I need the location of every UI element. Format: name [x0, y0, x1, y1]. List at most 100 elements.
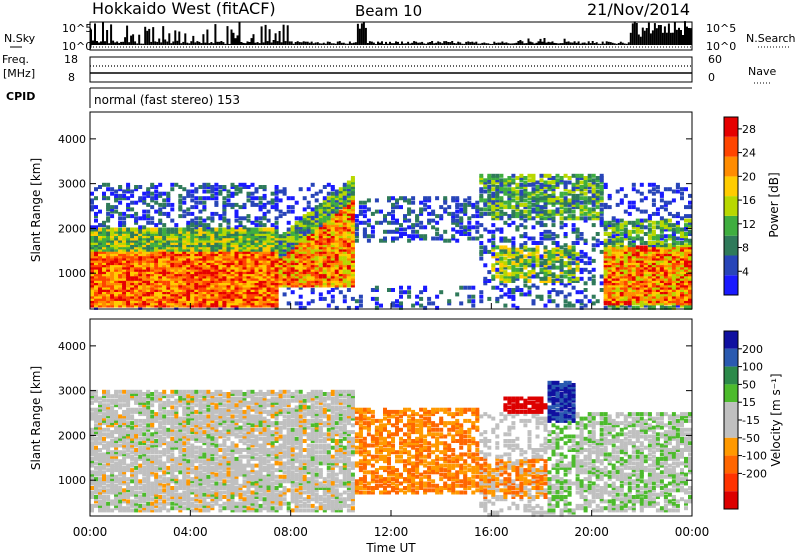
- power-cell: [579, 187, 584, 192]
- power-cell: [322, 218, 327, 223]
- power-cell: [555, 274, 560, 279]
- power-cell: [599, 191, 604, 196]
- power-cell: [142, 241, 147, 245]
- power-cell: [671, 252, 676, 257]
- power-cell: [403, 218, 407, 223]
- noise-bar: [274, 33, 277, 45]
- power-cell: [174, 256, 179, 261]
- power-cell: [603, 274, 608, 279]
- power-cell: [555, 290, 560, 295]
- noise-bar: [385, 41, 387, 45]
- power-cell: [166, 283, 171, 288]
- power-cell: [659, 234, 664, 239]
- power-cell: [298, 276, 303, 281]
- power-cell: [539, 191, 544, 196]
- power-cell: [310, 299, 315, 304]
- power-cell: [214, 279, 219, 283]
- power-cell: [407, 211, 412, 216]
- power-cell: [322, 252, 327, 257]
- power-cell: [150, 283, 155, 288]
- power-cell: [230, 236, 235, 241]
- power-cell: [467, 227, 472, 232]
- noise-bar: [272, 40, 275, 45]
- power-cell: [635, 227, 640, 232]
- power-cell: [210, 265, 215, 270]
- power-cell: [659, 281, 664, 286]
- power-cell: [671, 296, 676, 301]
- power-cell: [675, 249, 680, 254]
- power-cell: [651, 303, 656, 308]
- power-cell: [399, 290, 403, 295]
- power-cell: [210, 236, 215, 241]
- power-cell: [174, 265, 179, 270]
- power-cell: [270, 249, 275, 254]
- power-cell: [150, 296, 155, 301]
- power-cell: [302, 261, 307, 266]
- power-cell: [186, 290, 191, 295]
- noise-bar: [356, 23, 359, 45]
- power-cell: [503, 245, 508, 250]
- power-cell: [258, 252, 263, 257]
- power-cell: [282, 256, 287, 261]
- power-cell: [114, 279, 119, 283]
- power-cell: [555, 292, 560, 297]
- power-cell: [150, 272, 155, 277]
- power-cell: [362, 200, 367, 205]
- power-cell: [611, 294, 616, 299]
- power-cell: [515, 263, 520, 268]
- power-cell: [190, 281, 195, 286]
- power-cell: [551, 193, 556, 198]
- power-cell: [266, 265, 271, 270]
- power-cell: [318, 263, 323, 268]
- power-cell: [511, 191, 516, 196]
- power-cell: [338, 236, 343, 241]
- power-cell: [198, 296, 203, 301]
- power-cell: [94, 290, 98, 295]
- power-cell: [90, 243, 94, 248]
- power-cell: [639, 272, 644, 277]
- power-cell: [551, 252, 556, 257]
- power-cell: [680, 274, 684, 279]
- power-cell: [607, 247, 612, 252]
- freq-left-tick-bottom: 8: [68, 71, 75, 84]
- power-cell: [439, 236, 444, 241]
- power-cell: [294, 220, 299, 225]
- power-cell: [374, 305, 379, 310]
- power-cell: [98, 263, 102, 268]
- power-cell: [162, 191, 167, 196]
- power-cell: [346, 220, 351, 225]
- power-cell: [194, 241, 199, 245]
- power-cell: [214, 202, 219, 207]
- noise-bar: [545, 42, 548, 45]
- power-cell: [591, 301, 596, 306]
- power-cell: [190, 290, 195, 295]
- power-cell: [346, 305, 351, 310]
- power-cell: [515, 258, 520, 263]
- power-cell: [118, 290, 123, 295]
- power-cell: [170, 301, 175, 306]
- power-cell: [334, 202, 339, 207]
- power-cell: [222, 276, 227, 281]
- power-cell: [122, 296, 127, 301]
- power-cell: [563, 198, 568, 203]
- power-cell: [254, 281, 259, 286]
- power-cell: [507, 191, 512, 196]
- power-cell: [499, 196, 504, 201]
- power-cell: [675, 182, 680, 187]
- power-cell: [503, 261, 508, 266]
- power-cell: [599, 202, 604, 207]
- power-cell: [302, 229, 307, 234]
- noise-bar: [399, 43, 401, 45]
- power-cell: [262, 263, 267, 268]
- power-cell: [667, 292, 672, 297]
- power-cell: [162, 281, 167, 286]
- power-cell: [234, 211, 239, 216]
- power-cell: [290, 252, 295, 257]
- power-cell: [419, 211, 424, 216]
- power-cell: [330, 256, 335, 261]
- power-cell: [334, 214, 339, 219]
- power-cell: [395, 218, 399, 223]
- power-cell: [174, 281, 179, 286]
- power-cell: [639, 265, 644, 270]
- power-cell: [671, 270, 676, 275]
